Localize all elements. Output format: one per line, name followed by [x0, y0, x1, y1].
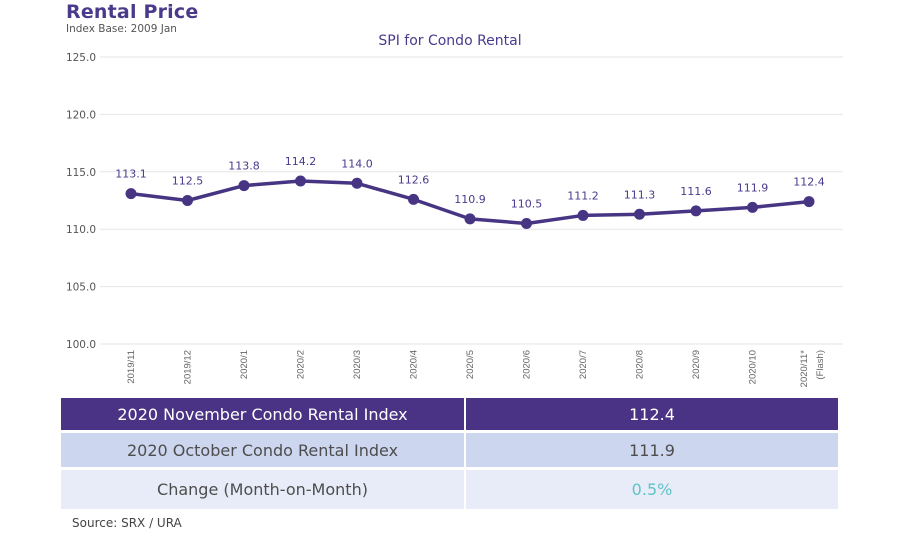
table-row-current-index: 2020 November Condo Rental Index 112.4 [61, 398, 838, 430]
data-label: 111.9 [737, 181, 769, 194]
x-tick-label: 2020/2 [296, 350, 307, 379]
x-tick-label: 2020/9 [691, 350, 702, 379]
table-cell-change-value: 0.5% [466, 470, 838, 509]
x-tick-label: 2020/1 [239, 350, 250, 379]
table-cell-label: 2020 November Condo Rental Index [61, 398, 464, 430]
data-label: 111.2 [567, 189, 599, 202]
y-tick-label: 125.0 [66, 52, 96, 64]
data-point [464, 213, 476, 225]
table-cell-label: Change (Month-on-Month) [61, 470, 464, 509]
x-tick-label: 2020/10 [748, 350, 759, 384]
x-tick-label: 2019/12 [183, 350, 194, 384]
data-point [408, 193, 419, 205]
summary-table: 2020 November Condo Rental Index 112.4 2… [61, 398, 838, 512]
table-cell-value: 111.9 [466, 433, 838, 467]
data-point [238, 180, 250, 192]
table-cell-label: 2020 October Condo Rental Index [61, 433, 464, 467]
data-label: 114.0 [341, 157, 373, 170]
x-tick-label: 2020/11* [799, 350, 810, 388]
x-tick-label: 2019/11 [126, 350, 137, 384]
data-point [521, 217, 532, 229]
y-tick-label: 120.0 [66, 109, 96, 121]
data-label: 113.8 [228, 160, 260, 173]
data-point [803, 196, 815, 208]
x-tick-label: 2020/5 [465, 350, 476, 379]
y-tick-label: 115.0 [66, 167, 96, 179]
source-note: Source: SRX / URA [72, 516, 182, 530]
table-cell-value: 112.4 [466, 398, 838, 430]
y-tick-label: 110.0 [66, 224, 96, 236]
data-point [690, 205, 702, 217]
index-base-subtitle: Index Base: 2009 Jan [66, 23, 177, 35]
x-tick-note: (Flash) [815, 350, 826, 380]
data-label: 114.2 [285, 155, 317, 168]
data-label: 112.6 [398, 173, 430, 186]
x-tick-label: 2020/6 [522, 350, 533, 379]
y-tick-label: 105.0 [66, 282, 96, 294]
table-row-change: Change (Month-on-Month) 0.5% [61, 470, 838, 509]
chart-title: SPI for Condo Rental [378, 33, 522, 49]
data-point [634, 208, 645, 220]
data-point [182, 195, 193, 206]
data-point [351, 177, 363, 189]
data-point [747, 201, 758, 213]
table-row-previous-index: 2020 October Condo Rental Index 111.9 [61, 433, 838, 467]
data-point [125, 188, 137, 200]
y-tick-label: 100.0 [66, 339, 96, 351]
x-tick-label: 2020/7 [578, 350, 589, 379]
page-title: Rental Price [66, 1, 199, 23]
line-chart: 100.0 105.0 110.0 115.0 120.0 125.0 2019/11 201… [66, 52, 843, 388]
data-label: 113.1 [115, 168, 147, 181]
data-label: 112.5 [172, 175, 204, 188]
data-point [577, 209, 589, 221]
x-tick-label: 2020/4 [409, 350, 420, 379]
x-tick-label: 2020/8 [635, 350, 646, 379]
data-label: 111.6 [680, 185, 712, 198]
data-label: 110.9 [454, 193, 486, 206]
data-label: 112.4 [793, 176, 825, 189]
data-label: 110.5 [511, 197, 543, 210]
x-tick-label: 2020/3 [352, 350, 363, 379]
data-point [295, 175, 306, 187]
data-label: 111.3 [624, 188, 656, 201]
